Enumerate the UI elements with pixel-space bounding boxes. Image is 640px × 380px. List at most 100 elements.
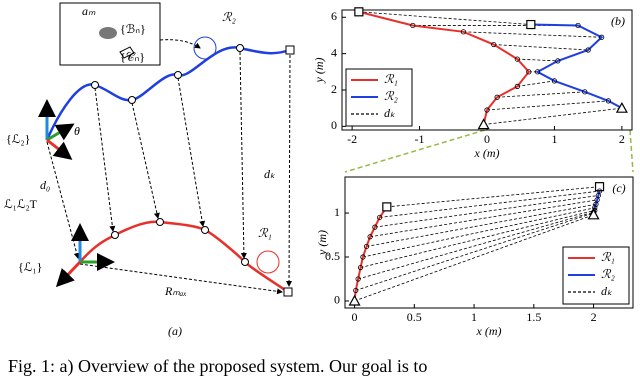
point-marker (377, 214, 383, 221)
robot1-path (79, 220, 289, 294)
start-marker (594, 182, 605, 192)
end-marker (477, 118, 490, 130)
point-marker (363, 243, 370, 250)
transform-label: ℒ₁ℒ₂T (4, 197, 38, 211)
inset-label: aₘ (82, 4, 96, 18)
y-tick-label: 0 (334, 293, 340, 307)
point-marker (599, 34, 605, 40)
caption: Fig. 1: a) Overview of the proposed syst… (8, 356, 428, 376)
distance-line (358, 11, 531, 25)
point-marker (551, 78, 558, 84)
inset-camera (119, 46, 135, 59)
x-tick-label: 2 (591, 310, 597, 324)
point-marker (575, 22, 581, 29)
point-marker (353, 287, 359, 294)
legend-label: ℛ₁ (384, 72, 398, 86)
point-marker (460, 29, 466, 35)
x-tick-label: 0 (484, 132, 490, 146)
end-marker (587, 208, 600, 220)
overview-diagram: aₘ {ℬₙ} {𝒞ₙ} {ℒ₂} θ ℒ₁ℒ₂T d₀ {ℒ₁} Rₘₐₓ ℛ… (4, 2, 295, 338)
range-label: Rₘₐₓ (164, 284, 187, 298)
drone-icon (193, 36, 217, 60)
series-line (530, 23, 623, 110)
point-marker (484, 107, 490, 113)
x-tick-label: 2 (619, 132, 625, 146)
point-marker (534, 69, 541, 75)
x-tick-label: 1 (471, 310, 477, 324)
point-marker (357, 264, 364, 271)
start-marker (354, 7, 364, 17)
end-marker (348, 294, 361, 306)
legend-label: ℛ₂ (384, 89, 398, 103)
y-tick-label: 6 (331, 9, 337, 23)
legend-label: dₖ (384, 106, 396, 120)
point-marker (355, 276, 361, 282)
point-marker (593, 201, 599, 207)
x-axis-label: x (m) (474, 146, 500, 160)
distance-label: dₖ (264, 167, 276, 181)
point-marker (410, 22, 416, 29)
distance-line (355, 212, 594, 291)
point-marker (555, 58, 561, 64)
distance-line (366, 203, 597, 247)
panel-label: (a) (168, 324, 182, 338)
start-marker (526, 19, 536, 30)
x-tick-label: -1 (415, 132, 425, 146)
distance-line (362, 207, 595, 258)
legend-label: ℛ₁ (601, 250, 615, 264)
frame-label: {ℒ₁} (18, 260, 42, 274)
frame-label: {ℒ₂} (6, 132, 30, 146)
distance-line (463, 31, 602, 38)
y-tick-label: 0.5 (325, 249, 340, 263)
figure: aₘ {ℬₙ} {𝒞ₙ} {ℒ₂} θ ℒ₁ℒ₂T d₀ {ℒ₁} Rₘₐₓ ℛ… (4, 2, 634, 338)
x-tick-label: 0.5 (407, 310, 422, 324)
point-marker (585, 47, 591, 53)
frame-axes (38, 99, 115, 288)
series-line (353, 206, 388, 302)
distance-line (386, 186, 600, 208)
distance-line (360, 210, 595, 268)
y-axis-label: y (m) (312, 58, 326, 84)
distance-line (517, 80, 555, 87)
distance-line (358, 211, 594, 280)
legend-label: ℛ₂ (601, 267, 615, 281)
inset-drone (99, 27, 117, 39)
robot-label: ℛ₁ (258, 226, 272, 240)
x-axis-label: x (m) (476, 324, 502, 338)
distance-line (374, 195, 599, 228)
legend-label: dₖ (601, 284, 613, 298)
distance-label: d₀ (40, 178, 50, 192)
panel-label: (b) (611, 14, 625, 28)
panel-label: (c) (612, 181, 625, 195)
distance-line (370, 199, 598, 238)
point-marker (582, 89, 588, 95)
inset-label: {ℬₙ} (120, 22, 146, 36)
start-marker (382, 202, 392, 212)
point-marker (372, 224, 378, 230)
distance-line (483, 107, 622, 125)
point-marker (526, 69, 532, 75)
x-tick-label: -2 (347, 132, 357, 146)
point-marker (360, 254, 366, 260)
y-axis-label: y (m) (315, 230, 329, 256)
drone-icon (256, 250, 280, 274)
distance-line (486, 100, 609, 111)
x-tick-label: 1.5 (526, 310, 541, 324)
distance-line (379, 190, 600, 218)
y-tick-label: 2 (331, 82, 337, 96)
point-marker (514, 83, 520, 89)
point-marker (494, 94, 500, 100)
y-tick-label: 4 (331, 45, 337, 59)
y-tick-label: 0 (331, 118, 337, 132)
distance-line (354, 214, 594, 302)
angle-label: θ (74, 124, 80, 138)
distance-line (493, 44, 589, 51)
x-tick-label: 0 (352, 310, 358, 324)
robot-label: ℛ₂ (222, 10, 236, 24)
point-marker (491, 41, 497, 48)
point-marker (605, 98, 611, 104)
end-marker (615, 101, 628, 113)
point-marker (514, 56, 520, 62)
inset-label: {𝒞ₙ} (120, 50, 145, 64)
